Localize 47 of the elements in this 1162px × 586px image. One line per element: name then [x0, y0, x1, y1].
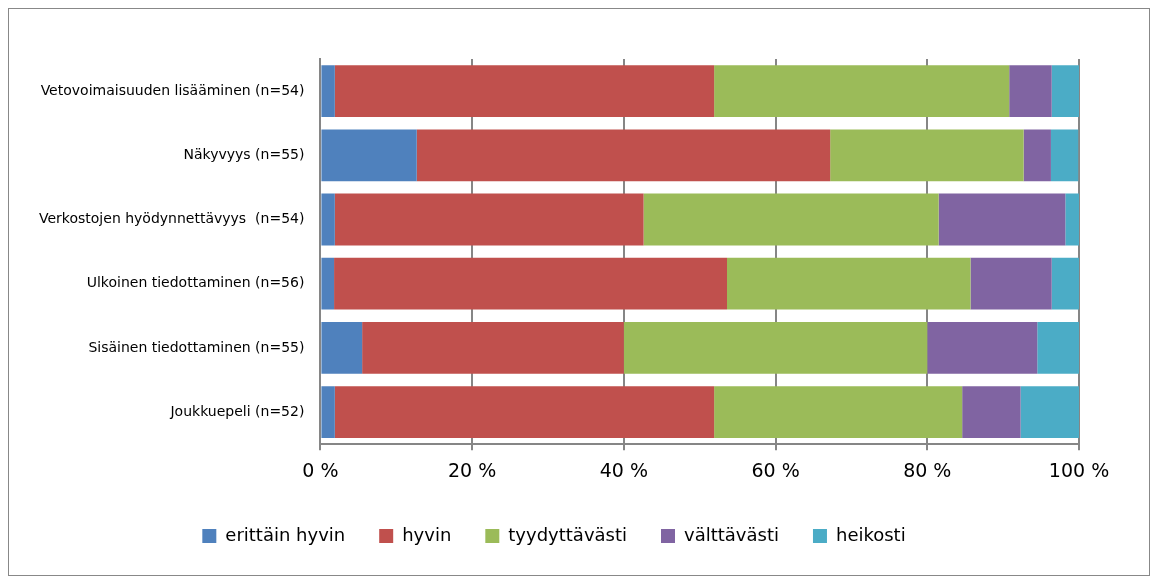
bar: [1050, 129, 1079, 182]
bar: [334, 257, 728, 310]
legend-label: heikosti: [835, 523, 906, 545]
y-tick-label: Verkostojen hyödynnettävyys (n=54): [38, 210, 305, 227]
bar: [321, 129, 417, 182]
legend-label: välttävästi: [684, 523, 779, 545]
bar: [1065, 193, 1079, 246]
y-tick-label: Näkyvyys (n=55): [183, 145, 305, 162]
bar: [321, 193, 335, 246]
bar: [938, 193, 1066, 246]
bar: [714, 386, 963, 439]
bar: [927, 321, 1038, 374]
x-tick-label: 0 %: [302, 458, 339, 481]
bar: [334, 386, 715, 439]
bar: [321, 386, 335, 439]
bar: [1023, 129, 1051, 182]
y-tick-label: Ulkoinen tiedottaminen (n=56): [86, 274, 305, 291]
bar: [714, 65, 1010, 118]
bar: [623, 321, 928, 374]
legend-label: tyydyttävästi: [508, 523, 628, 545]
bar: [1009, 65, 1052, 118]
x-tick-label: 40 %: [599, 458, 648, 481]
y-tick-label: Sisäinen tiedottaminen (n=55): [88, 338, 305, 355]
x-tick-label: 20 %: [447, 458, 497, 481]
bar: [321, 257, 335, 310]
x-tick-label: 100 %: [1048, 458, 1110, 481]
bar: [334, 65, 715, 118]
bar: [727, 257, 971, 310]
bar: [321, 321, 363, 374]
bar: [334, 193, 644, 246]
bar: [362, 321, 624, 374]
bar: [1051, 257, 1079, 310]
x-tick-label: 60 %: [751, 458, 800, 481]
bar: [970, 257, 1052, 310]
bar: [321, 65, 335, 118]
legend-label: erittäin hyvin: [225, 523, 346, 545]
bar: [643, 193, 939, 246]
bar: [1020, 386, 1079, 439]
bar: [416, 129, 831, 182]
x-tick-label: 80 %: [903, 458, 952, 481]
bar: [830, 129, 1024, 182]
bar: [1037, 321, 1079, 374]
legend-label: hyvin: [402, 523, 452, 545]
y-tick-label: Joukkuepeli (n=52): [169, 402, 305, 419]
bar: [1051, 65, 1079, 118]
bar: [962, 386, 1021, 439]
y-tick-label: Vetovoimaisuuden lisääminen (n=54): [40, 81, 305, 98]
